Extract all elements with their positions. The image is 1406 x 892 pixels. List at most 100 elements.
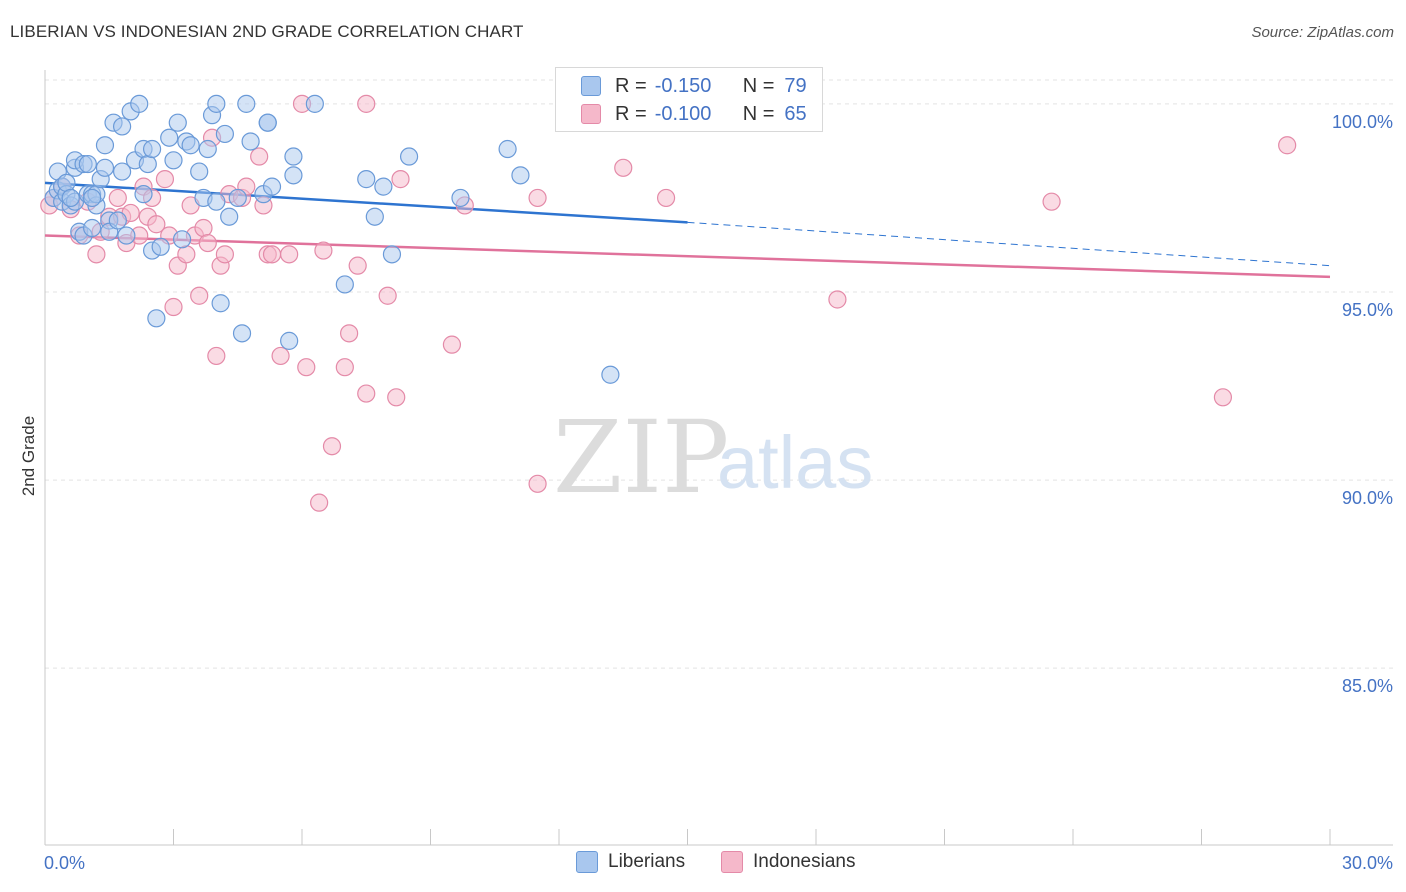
stats-legend: R = -0.150 N = 79 R = -0.100 N = 65 <box>555 67 823 132</box>
point-indonesians <box>262 245 282 264</box>
point-indonesians <box>215 245 234 264</box>
point-indonesians <box>1213 388 1233 407</box>
point-indonesians <box>391 170 410 189</box>
point-liberians <box>160 128 179 147</box>
point-indonesians <box>357 94 376 113</box>
legend-r-value: -0.100 <box>654 102 712 125</box>
legend-label-indonesians: Indonesians <box>753 851 856 872</box>
legend-r-label: R = <box>615 74 647 97</box>
point-liberians <box>83 218 102 238</box>
legend-r-value: -0.150 <box>654 74 712 97</box>
point-liberians <box>190 162 209 181</box>
point-indonesians <box>828 290 847 309</box>
point-indonesians <box>194 218 213 238</box>
point-indonesians <box>147 215 166 234</box>
point-liberians <box>142 139 162 159</box>
point-indonesians <box>108 188 127 208</box>
point-liberians <box>130 94 149 113</box>
x-tick-label: 30.0% <box>1342 853 1393 873</box>
point-liberians <box>241 132 260 151</box>
point-liberians <box>147 309 166 328</box>
y-tick-label: 85.0% <box>1342 676 1393 696</box>
point-liberians <box>83 188 102 208</box>
point-liberians <box>220 207 239 226</box>
point-indonesians <box>314 241 333 260</box>
point-indonesians <box>322 437 342 456</box>
point-liberians <box>357 170 376 189</box>
point-liberians <box>399 147 419 166</box>
point-liberians <box>172 230 192 249</box>
y-tick-label: 95.0% <box>1342 300 1393 320</box>
point-indonesians <box>528 474 547 493</box>
legend-r-label: R = <box>615 102 647 125</box>
y-tick-label: 90.0% <box>1342 488 1393 508</box>
point-liberians <box>151 237 170 256</box>
point-indonesians <box>297 358 316 377</box>
point-liberians <box>211 294 230 313</box>
point-liberians <box>258 113 277 132</box>
grid <box>45 79 1393 669</box>
point-liberians <box>57 173 76 192</box>
point-indonesians <box>340 324 359 343</box>
point-indonesians <box>271 346 290 366</box>
y-tick-label: 100.0% <box>1332 112 1393 132</box>
point-liberians <box>112 117 132 136</box>
point-liberians <box>511 166 530 185</box>
point-liberians <box>164 151 183 170</box>
point-indonesians <box>387 388 406 407</box>
point-liberians <box>198 139 217 159</box>
point-liberians <box>382 245 402 264</box>
point-liberians <box>95 136 115 155</box>
legend-swatch-liberians <box>581 76 601 96</box>
point-liberians <box>335 275 354 294</box>
point-liberians <box>305 94 324 113</box>
point-indonesians <box>280 245 299 264</box>
point-liberians <box>134 185 153 204</box>
source-label: Source: ZipAtlas.com <box>1251 24 1394 41</box>
legend-item-indonesians[interactable]: Indonesians <box>721 851 855 873</box>
point-liberians <box>284 147 303 166</box>
point-liberians <box>168 113 187 132</box>
legend-n-value: 65 <box>784 102 807 125</box>
y-axis-title: 2nd Grade <box>19 416 38 496</box>
point-indonesians <box>190 286 209 305</box>
point-liberians <box>61 188 80 208</box>
point-indonesians <box>1042 192 1061 211</box>
point-liberians <box>280 331 299 350</box>
point-liberians <box>117 226 136 245</box>
point-liberians <box>498 139 517 159</box>
point-liberians <box>284 166 303 185</box>
point-liberians <box>108 211 127 230</box>
point-liberians <box>181 136 200 155</box>
trend-line-indonesians <box>44 234 1331 279</box>
point-indonesians <box>207 346 226 366</box>
point-indonesians <box>177 245 196 264</box>
x-tick-label: 0.0% <box>44 853 85 873</box>
watermark-zip: ZIP <box>553 399 729 516</box>
legend-item-liberians[interactable]: Liberians <box>576 851 685 873</box>
point-indonesians <box>528 188 547 208</box>
point-liberians <box>78 154 97 174</box>
legend-swatch-indonesians <box>721 851 743 873</box>
point-indonesians <box>198 233 217 253</box>
point-indonesians <box>164 297 183 317</box>
point-liberians <box>215 124 234 144</box>
watermark-atlas: atlas <box>717 421 873 504</box>
point-liberians <box>228 188 247 208</box>
point-liberians <box>207 94 226 113</box>
legend-swatch-liberians <box>576 851 598 873</box>
legend-row-liberians: R = -0.150 N = 79 <box>581 73 807 99</box>
legend-swatch-indonesians <box>581 104 601 124</box>
point-liberians <box>95 158 115 177</box>
legend-n-label: N = <box>742 74 775 97</box>
point-indonesians <box>87 245 106 264</box>
series-legend: Liberians Indonesians <box>0 851 1406 877</box>
point-indonesians <box>335 358 354 377</box>
legend-row-indonesians: R = -0.100 N = 65 <box>581 101 807 127</box>
point-liberians <box>374 177 393 196</box>
point-liberians <box>112 162 132 181</box>
chart-title: LIBERIAN VS INDONESIAN 2ND GRADE CORRELA… <box>10 22 524 41</box>
point-indonesians <box>357 384 376 403</box>
point-liberians <box>601 365 620 384</box>
